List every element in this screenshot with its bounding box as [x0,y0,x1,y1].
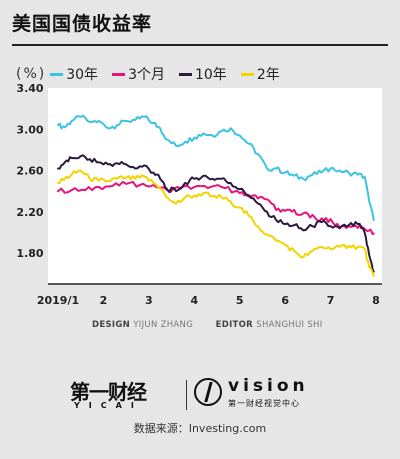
yicai-logo-sub: YICAI [74,401,143,410]
legend-swatch-3m [112,72,126,76]
yield-line-chart: 3.40 3.00 2.60 2.20 1.80 2019/1 2 3 4 5 6 7 8 [16,84,382,307]
y-tick-label: 1.80 [16,247,43,260]
series-line [57,114,375,221]
legend-item-30y: 30年 [50,64,98,84]
legend-unit: (%) [16,66,47,82]
series-line [57,169,375,277]
legend-label-10y: 10年 [194,67,227,83]
x-tick-label: 5 [236,294,244,307]
legend-swatch-10y [178,72,192,76]
x-tick-label: 4 [190,294,198,307]
x-tick-label: 2019/1 [37,294,79,307]
page-title: 美国国债收益率 [12,13,153,35]
logo-divider [186,380,187,410]
logos: 第一财经 YICAI vision 第一财经视觉中心 [70,376,330,416]
x-tick-label: 6 [281,294,289,307]
legend-swatch-30y [50,72,64,76]
y-tick-label: 3.00 [16,123,43,136]
legend-item-3m: 3个月 [112,64,165,84]
legend-label-30y: 30年 [66,67,99,83]
editor-label: EDITOR [215,320,254,330]
series-line [57,154,375,273]
legend-label-2y: 2年 [256,67,280,83]
legend-swatch-2y [240,72,254,76]
y-tick-label: 2.60 [16,165,43,178]
credits: DESIGN YIJUN ZHANG EDITOR SHANGHUI SHI [92,320,323,330]
vision-mark-icon [194,378,222,406]
y-tick-label: 3.40 [16,84,43,95]
design-label: DESIGN [92,320,131,330]
editor-name: SHANGHUI SHI [256,320,323,330]
vision-logo-sub: 第一财经视觉中心 [228,399,300,408]
x-tick-label: 3 [145,294,153,307]
data-source: 数据来源：Investing.com [133,422,267,435]
design-name: YIJUN ZHANG [133,320,194,330]
x-tick-label: 2 [100,294,108,307]
title-divider [12,44,388,46]
legend-item-2y: 2年 [240,64,280,84]
legend-item-10y: 10年 [178,64,227,84]
y-tick-label: 2.20 [16,206,43,219]
yicai-logo: 第一财经 [70,380,147,404]
x-tick-label: 7 [327,294,335,307]
legend-label-3m: 3个月 [128,67,165,83]
legend: (%) 30年 3个月 10年 2年 [16,64,294,84]
vision-logo: vision [228,376,309,396]
x-tick-label: 8 [372,294,380,307]
